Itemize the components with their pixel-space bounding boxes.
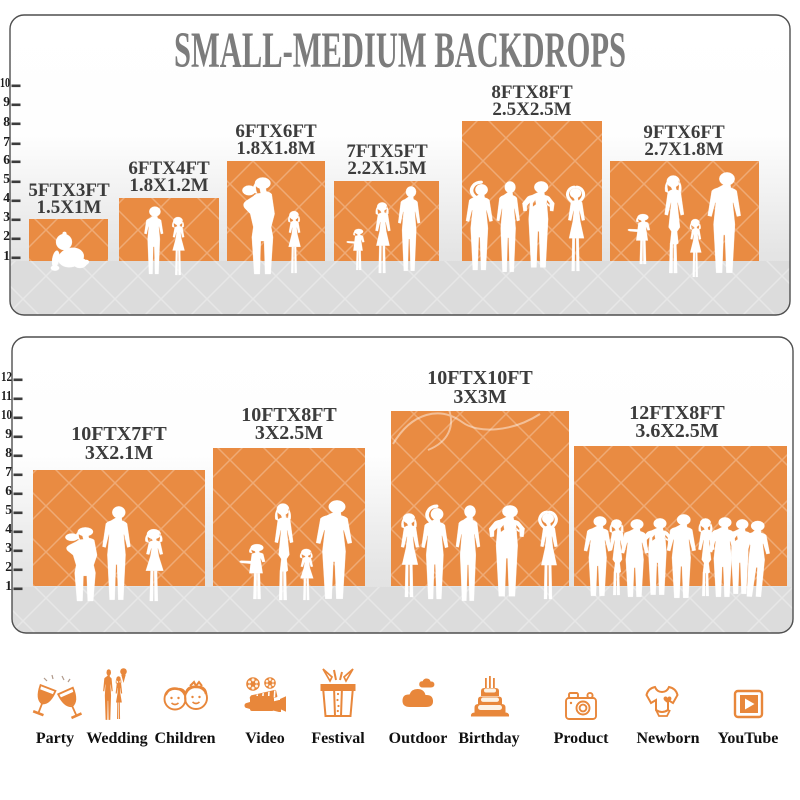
svg-text:3: 3 [3, 209, 10, 224]
svg-text:3X2.5M: 3X2.5M [255, 422, 323, 444]
svg-text:Children: Children [154, 730, 215, 747]
svg-text:9: 9 [5, 426, 12, 441]
svg-text:Outdoor: Outdoor [389, 730, 448, 747]
svg-text:Birthday: Birthday [458, 730, 519, 747]
svg-text:4: 4 [5, 521, 12, 536]
svg-text:3X2.1M: 3X2.1M [85, 442, 153, 464]
svg-text:1: 1 [3, 248, 10, 263]
svg-text:5: 5 [5, 502, 12, 517]
svg-text:7FTX5FT: 7FTX5FT [346, 141, 428, 162]
svg-text:YouTube: YouTube [718, 730, 779, 747]
svg-text:6: 6 [3, 152, 10, 167]
svg-text:4: 4 [3, 190, 10, 205]
svg-text:Product: Product [554, 730, 609, 747]
svg-text:Party: Party [36, 730, 74, 747]
svg-text:Wedding: Wedding [86, 730, 147, 747]
svg-text:Newborn: Newborn [636, 730, 699, 747]
svg-text:10FTX10FT: 10FTX10FT [427, 367, 533, 389]
svg-text:7: 7 [5, 464, 12, 479]
svg-text:2.5X2.5M: 2.5X2.5M [492, 99, 571, 120]
svg-text:10FTX8FT: 10FTX8FT [241, 404, 337, 426]
svg-text:3: 3 [5, 540, 12, 555]
svg-text:5: 5 [3, 171, 10, 186]
svg-text:8: 8 [5, 445, 12, 460]
svg-text:1: 1 [5, 578, 12, 593]
svg-text:2.7X1.8M: 2.7X1.8M [644, 139, 723, 160]
svg-text:6FTX6FT: 6FTX6FT [235, 121, 317, 142]
svg-text:SMALL-MEDIUM BACKDROPS: SMALL-MEDIUM BACKDROPS [174, 23, 626, 79]
svg-text:2: 2 [5, 559, 12, 574]
svg-text:5FTX3FT: 5FTX3FT [28, 180, 110, 201]
svg-text:11: 11 [1, 388, 12, 403]
svg-text:8FTX8FT: 8FTX8FT [491, 82, 573, 103]
svg-text:1.8X1.2M: 1.8X1.2M [129, 175, 208, 196]
svg-text:Festival: Festival [311, 730, 365, 747]
svg-text:1.5X1M: 1.5X1M [37, 197, 102, 218]
svg-text:10FTX7FT: 10FTX7FT [71, 423, 167, 445]
svg-text:7: 7 [3, 134, 10, 149]
svg-text:10: 10 [1, 407, 12, 422]
svg-text:2: 2 [3, 228, 10, 243]
svg-text:12FTX8FT: 12FTX8FT [629, 402, 725, 424]
svg-text:6FTX4FT: 6FTX4FT [128, 158, 210, 179]
svg-text:12: 12 [1, 369, 12, 384]
svg-text:3X3M: 3X3M [453, 386, 506, 408]
svg-text:9: 9 [3, 94, 10, 109]
svg-text:3.6X2.5M: 3.6X2.5M [635, 420, 718, 442]
svg-text:Video: Video [245, 730, 284, 747]
svg-text:8: 8 [3, 114, 10, 129]
svg-text:6: 6 [5, 483, 12, 498]
svg-text:9FTX6FT: 9FTX6FT [643, 122, 725, 143]
svg-text:10: 10 [0, 75, 10, 90]
svg-text:2.2X1.5M: 2.2X1.5M [347, 158, 426, 179]
svg-text:1.8X1.8M: 1.8X1.8M [236, 138, 315, 159]
